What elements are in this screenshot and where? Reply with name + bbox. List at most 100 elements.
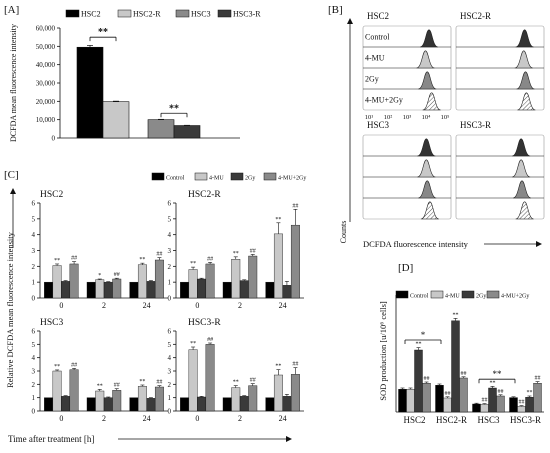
c-bar [239,396,249,412]
d-x-tick-label: HSC3-R [510,415,541,425]
c-legend-swatch [230,172,244,181]
d-bar [509,397,518,413]
a-bar [102,101,130,139]
c-y-tick-label: 6 [32,328,36,336]
c-bar [180,397,190,412]
d-bar [496,395,505,413]
d-bar [414,349,423,413]
d-significance-mark: ## [519,400,525,406]
c-x-tick-label: 24 [143,301,151,310]
c-legend-label: 4-MU+2Gy [278,176,306,182]
c-bar [205,344,215,412]
c-significance-mark: ## [114,272,120,278]
d-bar [451,320,460,413]
c-bar [146,281,156,299]
c-legend-label: 2Gy [245,176,255,182]
panel-d-chart: SOD production [u/10⁶ cells] Control 4-MU 2… [378,290,544,425]
b-histogram-peak [515,29,534,48]
b-histogram-peak [418,71,437,90]
c-bar [137,264,147,299]
b-row-label: 2Gy [365,75,379,84]
d-bar [398,389,407,413]
d-legend-label: 4-MU [445,294,460,300]
b-x-axis-arrowhead [536,241,542,247]
d-legend-label: 4-MU+2Gy [501,294,529,300]
c-legend-swatch [194,172,208,181]
c-significance-mark: ** [97,383,103,389]
c-bar [197,396,207,412]
c-y-tick-label: 2 [168,381,172,389]
d-x-tick-label: HSC3 [477,415,500,425]
a-bar [173,125,201,139]
c-significance-mark: ## [207,337,213,343]
d-bar [459,377,468,413]
c-bar [154,259,164,299]
d-bar [406,389,415,413]
b-x-tick-label: 10³ [403,114,412,121]
b-x-tick-label: 10² [384,114,393,121]
d-bar [422,383,431,413]
a-bar [76,46,104,139]
c-significance-mark: ## [292,362,298,368]
c-y-tick-label: 1 [168,279,172,287]
a-y-tick-label: 10,000 [36,116,56,124]
c-y-tick-label: 2 [32,381,36,389]
d-significance-mark: ## [424,376,430,382]
a-legend-label: HSC3 [191,10,211,19]
c-y-tick-label: 3 [168,247,172,255]
c-significance-mark: ** [139,257,145,263]
a-legend-label: HSC3-R [233,10,261,19]
c-significance-mark: ## [156,380,162,386]
b-row-label: 4-MU+2Gy [365,96,403,105]
d-legend-swatch [395,290,409,299]
d-significance-mark: ## [482,398,488,404]
b-row-label: 4-MU [365,54,385,63]
c-y-tick-label: 4 [168,231,172,239]
c-bar [52,370,62,412]
a-y-axis-label: DCFDA mean fluorescence intensity [9,24,18,142]
d-sig-marker: * [421,330,426,340]
c-x-tick-label: 0 [195,414,199,423]
c-bar [205,263,215,299]
c-bar [265,281,275,299]
c-bar [273,374,283,412]
c-x-tick-label: 24 [143,414,151,423]
c-bar [248,255,258,299]
c-y-tick-label: 1 [168,394,172,402]
c-bar [188,269,198,299]
c-x-tick-label: 2 [102,414,106,423]
c-bar [129,281,139,299]
b-histogram-peak [515,201,534,220]
c-bar [52,265,62,299]
d-bar [517,406,526,413]
d-legend-label: Control [410,294,429,300]
c-y-tick-label: 0 [32,295,36,303]
c-subplot-title: HSC3 [40,318,63,328]
c-bar [222,281,232,299]
c-subplot-title: HSC2 [40,190,63,200]
b-histogram-peak [517,92,536,111]
d-x-tick-label: HSC2 [403,415,425,425]
b-histogram-peak [514,50,533,69]
b-histogram-peak [418,180,437,199]
b-panel-title: HSC2-R [460,11,491,21]
d-legend-label: 2Gy [476,294,486,300]
c-x-tick-label: 0 [59,301,63,310]
c-y-tick-label: 3 [32,247,36,255]
d-bar [443,397,452,413]
a-y-tick-label: 0 [52,135,56,143]
c-significance-mark: ** [275,364,281,370]
a-y-tick-label: 60,000 [36,25,56,33]
c-bar [282,285,292,299]
c-significance-mark: ** [190,261,196,267]
c-bar [95,279,105,299]
b-histogram-peak [419,29,439,48]
c-x-axis-label: Time after treatment [h] [8,434,94,444]
a-legend-label: HSC2 [81,10,101,19]
b-row-label: Control [365,33,390,42]
c-bar [248,385,258,412]
c-y-tick-label: 4 [32,231,36,239]
d-bar [480,404,489,413]
c-bar [103,397,113,412]
c-y-tick-label: 2 [32,263,36,271]
